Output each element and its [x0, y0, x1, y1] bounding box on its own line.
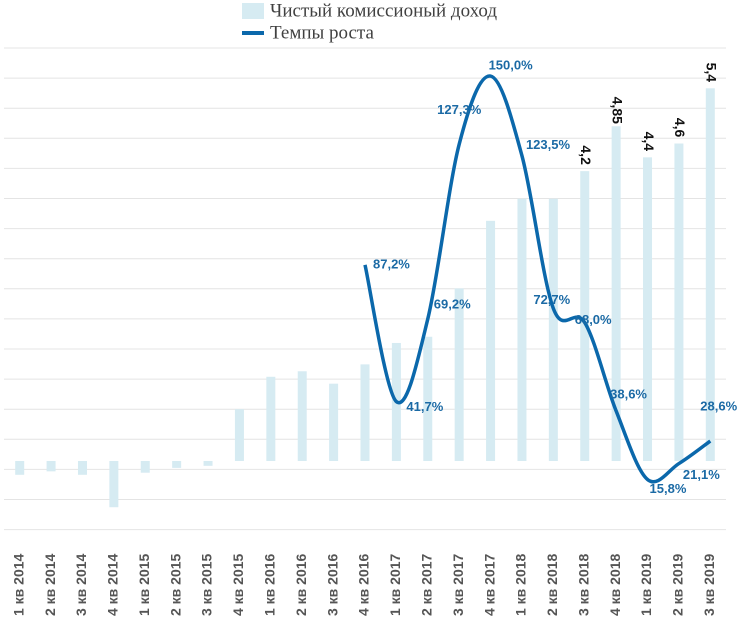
x-tick-label: 3 кв 2014 — [73, 553, 89, 616]
bar — [266, 376, 276, 461]
x-tick-label: 4 кв 2015 — [230, 553, 246, 616]
x-tick-label: 3 кв 2017 — [450, 553, 466, 616]
line-value-label: 68,0% — [575, 312, 612, 327]
line-value-label: 69,2% — [434, 296, 471, 311]
bar — [643, 157, 653, 461]
x-tick-label: 3 кв 2018 — [575, 553, 591, 616]
bar — [548, 198, 558, 461]
x-tick-label: 2 кв 2014 — [42, 553, 58, 616]
x-tick-label: 1 кв 2016 — [262, 553, 278, 616]
line-value-label: 72,7% — [533, 292, 570, 307]
x-tick-label: 4 кв 2016 — [356, 553, 372, 616]
x-tick-label: 2 кв 2017 — [418, 553, 434, 616]
bar — [297, 371, 307, 461]
bar-value-label: 4,2 — [578, 145, 594, 165]
bar — [329, 383, 339, 461]
bar-value-label: 4,4 — [641, 132, 657, 152]
bar — [360, 364, 370, 461]
x-tick-label: 4 кв 2018 — [607, 553, 623, 616]
legend-label: Чистый комиссионый доход — [270, 0, 497, 21]
bar-value-label: 4,85 — [609, 97, 625, 124]
bar-value-label: 5,4 — [704, 63, 720, 83]
bar — [580, 171, 590, 461]
line-value-label: 127,3% — [437, 102, 482, 117]
growth-line — [363, 74, 712, 484]
x-tick-label: 1 кв 2017 — [387, 553, 403, 616]
line-value-label: 15,8% — [650, 481, 687, 496]
x-tick-label: 1 кв 2015 — [136, 553, 152, 616]
x-tick-label: 1 кв 2019 — [638, 553, 654, 616]
bar — [77, 460, 87, 475]
bar — [109, 460, 119, 508]
x-tick-label: 3 кв 2019 — [701, 553, 717, 616]
bar-value-label: 4,6 — [672, 118, 688, 138]
legend-swatch-bar — [242, 3, 264, 19]
bar — [203, 460, 213, 466]
line-value-label: 150,0% — [489, 58, 534, 73]
bar — [517, 198, 527, 461]
bar — [15, 460, 25, 475]
x-tick-label: 3 кв 2015 — [199, 553, 215, 616]
line-value-label: 123,5% — [526, 137, 571, 152]
bar — [172, 460, 182, 468]
bar — [486, 220, 496, 461]
bar — [611, 126, 621, 461]
line-value-label: 38,6% — [610, 386, 647, 401]
line-value-label: 28,6% — [700, 398, 737, 413]
bar — [674, 143, 684, 461]
line-value-label: 87,2% — [373, 256, 410, 271]
legend-label: Темпы роста — [270, 22, 374, 43]
bar — [234, 409, 244, 461]
x-tick-label: 2 кв 2019 — [670, 553, 686, 616]
bar — [454, 288, 464, 461]
bar — [423, 336, 433, 461]
bar — [705, 88, 715, 461]
x-tick-label: 3 кв 2016 — [324, 553, 340, 616]
x-tick-label: 2 кв 2018 — [544, 553, 560, 616]
line-value-label: 41,7% — [406, 399, 443, 414]
x-tick-label: 1 кв 2018 — [513, 553, 529, 616]
x-tick-label: 4 кв 2017 — [481, 553, 497, 616]
bar — [46, 460, 56, 472]
line-value-label: 21,1% — [683, 467, 720, 482]
bar — [140, 460, 150, 473]
x-tick-label: 2 кв 2016 — [293, 553, 309, 616]
x-tick-label: 4 кв 2014 — [105, 553, 121, 616]
x-tick-label: 2 кв 2015 — [167, 553, 183, 616]
x-tick-label: 1 кв 2014 — [10, 553, 26, 616]
